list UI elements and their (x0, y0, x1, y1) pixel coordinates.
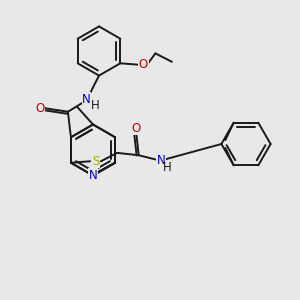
Text: N: N (88, 169, 98, 182)
Text: S: S (92, 155, 99, 168)
Text: N: N (82, 93, 91, 106)
Text: H: H (163, 161, 171, 174)
Text: O: O (139, 58, 148, 71)
Text: O: O (35, 102, 45, 115)
Text: N: N (157, 154, 165, 166)
Text: N: N (88, 169, 98, 182)
Text: H: H (91, 99, 99, 112)
Text: O: O (132, 122, 141, 135)
